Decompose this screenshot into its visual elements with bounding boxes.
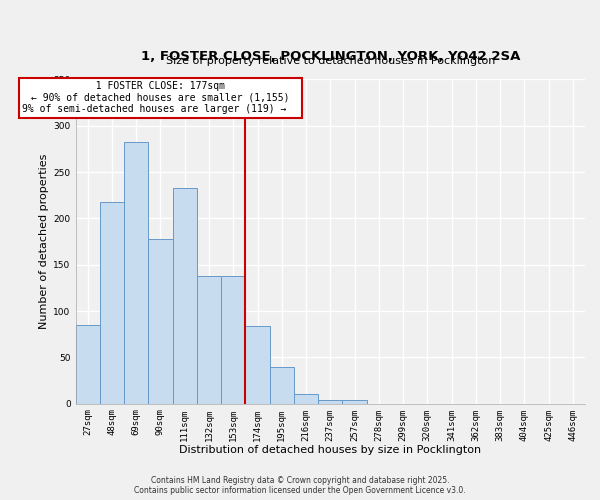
Text: Size of property relative to detached houses in Pocklington: Size of property relative to detached ho… bbox=[166, 56, 495, 66]
X-axis label: Distribution of detached houses by size in Pocklington: Distribution of detached houses by size … bbox=[179, 445, 481, 455]
Bar bbox=[318, 400, 343, 404]
Bar bbox=[76, 325, 100, 404]
Bar bbox=[269, 366, 294, 404]
Text: 1 FOSTER CLOSE: 177sqm  
← 90% of detached houses are smaller (1,155)
9% of semi: 1 FOSTER CLOSE: 177sqm ← 90% of detached… bbox=[22, 82, 299, 114]
Bar bbox=[124, 142, 148, 404]
Bar bbox=[197, 276, 221, 404]
Bar bbox=[100, 202, 124, 404]
Bar bbox=[148, 239, 173, 404]
Bar bbox=[294, 394, 318, 404]
Bar bbox=[245, 326, 269, 404]
Title: 1, FOSTER CLOSE, POCKLINGTON, YORK, YO42 2SA: 1, FOSTER CLOSE, POCKLINGTON, YORK, YO42… bbox=[140, 50, 520, 63]
Bar bbox=[173, 188, 197, 404]
Bar bbox=[221, 276, 245, 404]
Bar bbox=[343, 400, 367, 404]
Text: Contains HM Land Registry data © Crown copyright and database right 2025.
Contai: Contains HM Land Registry data © Crown c… bbox=[134, 476, 466, 495]
Y-axis label: Number of detached properties: Number of detached properties bbox=[39, 154, 49, 330]
